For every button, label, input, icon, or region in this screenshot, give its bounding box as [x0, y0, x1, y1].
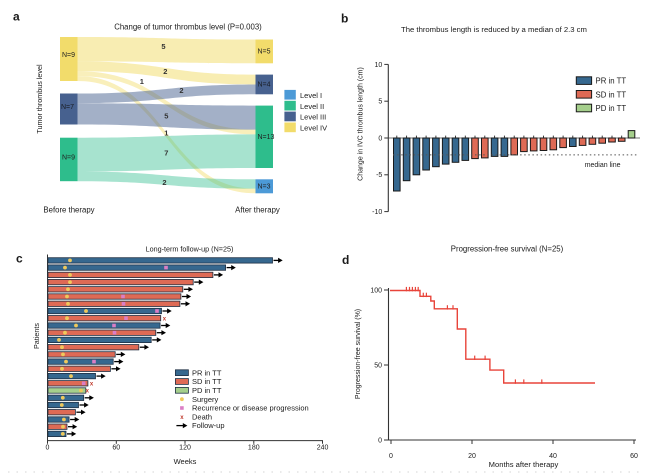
- svg-text:N=5: N=5: [258, 48, 271, 55]
- svg-text:x: x: [90, 382, 94, 388]
- svg-text:20: 20: [468, 453, 476, 460]
- svg-text:Follow-up: Follow-up: [192, 421, 225, 430]
- svg-text:50: 50: [374, 362, 382, 369]
- svg-text:Death: Death: [192, 412, 212, 421]
- svg-text:PD in TT: PD in TT: [596, 104, 627, 113]
- svg-text:2: 2: [162, 178, 166, 187]
- svg-text:60: 60: [630, 453, 638, 460]
- svg-text:Progression-free survival (N=2: Progression-free survival (N=25): [451, 245, 564, 254]
- svg-text:PR in TT: PR in TT: [192, 368, 222, 377]
- svg-text:1: 1: [140, 77, 144, 86]
- svg-text:2: 2: [179, 86, 183, 95]
- svg-text:After therapy: After therapy: [235, 206, 280, 215]
- svg-text:x: x: [180, 415, 184, 421]
- svg-text:Tumor thrombus level: Tumor thrombus level: [35, 64, 44, 134]
- svg-text:N=7: N=7: [61, 104, 74, 111]
- svg-text:PR in TT: PR in TT: [596, 77, 627, 86]
- svg-text:The thrombus length is reduced: The thrombus length is reduced by a medi…: [401, 25, 587, 34]
- svg-text:N=4: N=4: [258, 82, 271, 89]
- svg-text:2: 2: [163, 67, 167, 76]
- svg-text:x: x: [86, 389, 90, 395]
- svg-text:-10: -10: [372, 209, 382, 216]
- svg-text:N=9: N=9: [62, 154, 75, 161]
- svg-text:0: 0: [46, 445, 50, 452]
- svg-text:-5: -5: [376, 172, 382, 179]
- svg-text:5: 5: [161, 42, 165, 51]
- svg-text:5: 5: [164, 112, 168, 121]
- svg-text:a: a: [13, 10, 20, 24]
- svg-text:40: 40: [549, 453, 557, 460]
- svg-text:Change of tumor thrombus level: Change of tumor thrombus level (P=0.003): [114, 23, 262, 32]
- svg-text:SD in TT: SD in TT: [192, 377, 222, 386]
- svg-text:b: b: [341, 12, 348, 26]
- svg-text:N=13: N=13: [258, 134, 275, 141]
- svg-text:60: 60: [112, 445, 120, 452]
- svg-text:N=3: N=3: [258, 183, 271, 190]
- svg-text:Change in IVC thrombus length: Change in IVC thrombus length (cm): [358, 67, 365, 181]
- svg-text:Before therapy: Before therapy: [43, 206, 94, 215]
- svg-text:Level I: Level I: [300, 91, 322, 100]
- svg-text:c: c: [16, 252, 23, 266]
- svg-text:Patients: Patients: [32, 323, 41, 349]
- svg-text:Level II: Level II: [300, 102, 324, 111]
- svg-text:Recurrence or disease progress: Recurrence or disease progression: [192, 404, 309, 413]
- svg-text:PD in TT: PD in TT: [192, 386, 222, 395]
- svg-text:0: 0: [389, 453, 393, 460]
- svg-text:120: 120: [179, 445, 191, 452]
- svg-text:7: 7: [164, 148, 168, 157]
- svg-text:d: d: [342, 253, 349, 267]
- svg-text:180: 180: [248, 445, 260, 452]
- svg-text:Months after therapy: Months after therapy: [489, 460, 559, 469]
- svg-text:5: 5: [378, 99, 382, 106]
- svg-text:100: 100: [370, 287, 382, 294]
- svg-text:1: 1: [164, 129, 168, 138]
- svg-text:10: 10: [375, 62, 383, 69]
- svg-text:SD in TT: SD in TT: [596, 90, 627, 99]
- svg-text:x: x: [163, 316, 167, 322]
- svg-text:Level IV: Level IV: [300, 123, 327, 132]
- svg-text:Surgery: Surgery: [192, 395, 219, 404]
- svg-text:Progression-free survival (%): Progression-free survival (%): [355, 309, 362, 399]
- svg-text:N=9: N=9: [62, 52, 75, 59]
- svg-text:0: 0: [378, 135, 382, 142]
- svg-text:240: 240: [317, 445, 329, 452]
- svg-text:0: 0: [378, 437, 382, 444]
- svg-text:Level III: Level III: [300, 113, 326, 122]
- svg-text:Long-term follow-up (N=25): Long-term follow-up (N=25): [146, 245, 234, 254]
- svg-text:Weeks: Weeks: [174, 457, 197, 466]
- svg-text:median line: median line: [585, 162, 621, 169]
